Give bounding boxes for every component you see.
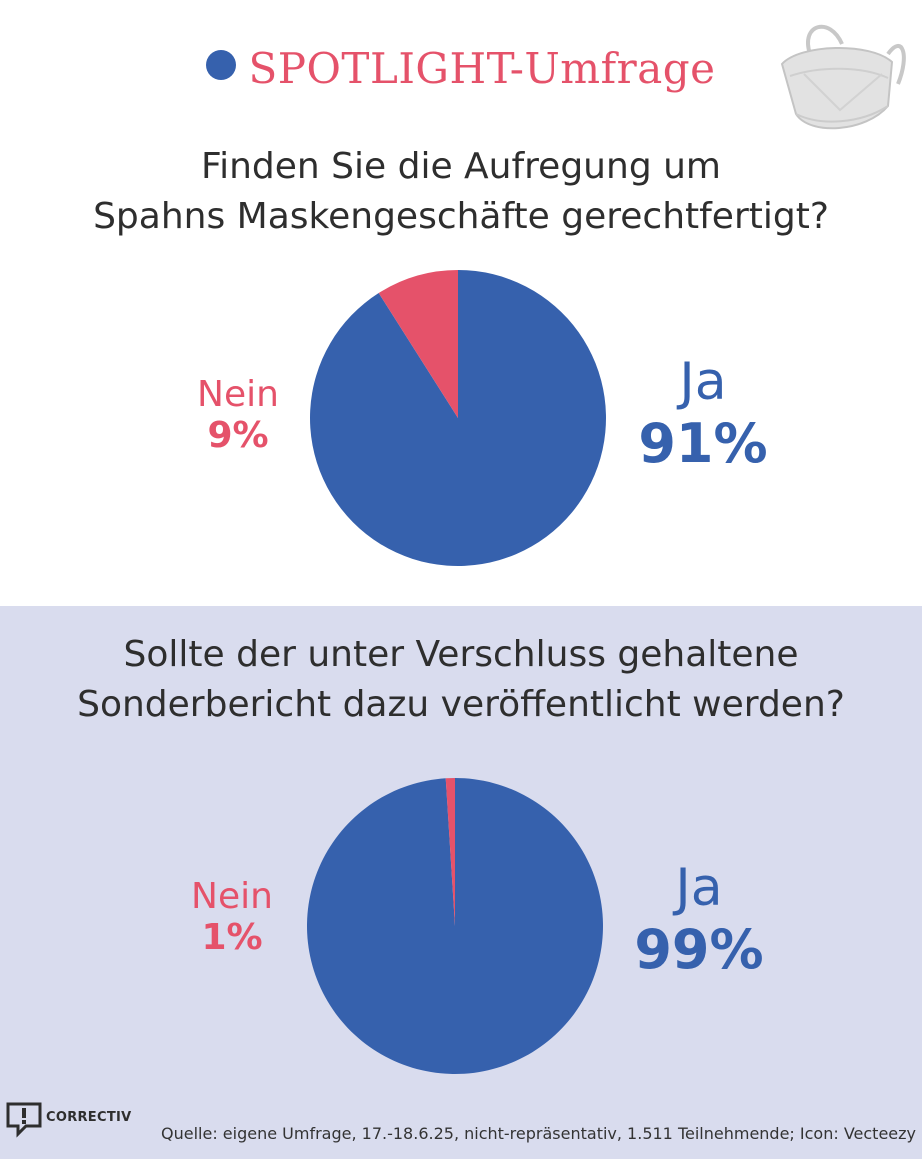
correctiv-logo-text: CORRECTIV <box>46 1110 132 1125</box>
mask-icon <box>780 24 906 130</box>
pie-2-nein-value: 1% <box>201 917 263 958</box>
question-1-line-2: Spahns Maskengeschäfte gerechtfertigt? <box>93 196 829 237</box>
pie-2-slice-nein <box>445 778 455 926</box>
question-1: Finden Sie die Aufregung um Spahns Maske… <box>0 142 922 242</box>
pie-2-nein-label: Nein 1% <box>172 876 292 958</box>
pie-1-nein-value: 9% <box>207 415 269 456</box>
pie-1-ja-value: 91% <box>638 412 768 475</box>
pie-1-ja-category: Ja <box>679 352 727 412</box>
question-2: Sollte der unter Verschluss gehaltene So… <box>0 630 922 730</box>
pie-chart-1 <box>309 270 606 566</box>
pie-1-slice-nein <box>378 270 458 418</box>
question-2-line-1: Sollte der unter Verschluss gehaltene <box>123 634 799 675</box>
question-1-line-1: Finden Sie die Aufregung um <box>201 146 721 187</box>
source-note: Quelle: eigene Umfrage, 17.-18.6.25, nic… <box>161 1124 916 1143</box>
pie-2-ja-category: Ja <box>675 858 723 918</box>
pie-1-nein-label: Nein 9% <box>178 374 298 456</box>
pie-2-ja-value: 99% <box>634 918 764 981</box>
header-dot <box>206 49 237 80</box>
pie-1-slice-ja <box>309 270 606 566</box>
correctiv-logo-icon <box>6 1102 42 1138</box>
pie-1-nein-category: Nein <box>197 374 279 415</box>
header: SPOTLIGHT-Umfrage <box>0 44 922 93</box>
header-title: SPOTLIGHT-Umfrage <box>248 44 716 93</box>
question-2-line-2: Sonderbericht dazu veröffentlicht werden… <box>77 684 845 725</box>
pie-1-ja-label: Ja 91% <box>618 352 788 475</box>
pie-2-nein-category: Nein <box>191 876 273 917</box>
pie-2-ja-label: Ja 99% <box>614 858 784 981</box>
pie-chart-2 <box>307 778 603 1074</box>
